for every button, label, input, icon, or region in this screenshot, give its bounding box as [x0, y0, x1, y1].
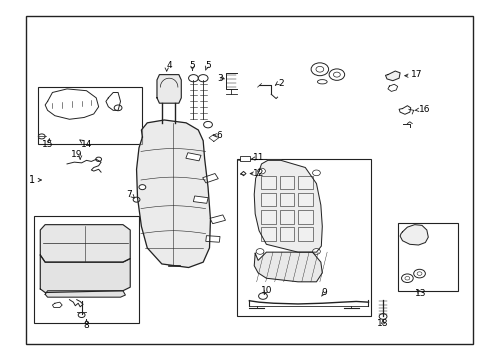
Text: 13: 13 — [414, 289, 426, 298]
Bar — [261, 227, 275, 241]
Polygon shape — [399, 225, 427, 245]
Bar — [297, 210, 312, 224]
Bar — [279, 193, 293, 206]
Text: 11: 11 — [253, 153, 264, 162]
Text: 17: 17 — [410, 70, 422, 79]
Polygon shape — [136, 120, 210, 267]
FancyBboxPatch shape — [193, 196, 208, 203]
Polygon shape — [385, 71, 399, 81]
Circle shape — [378, 314, 386, 319]
Bar — [38, 87, 142, 144]
Bar — [239, 157, 250, 161]
Text: 19: 19 — [71, 150, 82, 159]
FancyBboxPatch shape — [202, 174, 218, 183]
Circle shape — [257, 168, 265, 174]
Text: 10: 10 — [260, 286, 272, 295]
Bar — [297, 193, 312, 206]
Text: 1: 1 — [28, 175, 35, 185]
Bar — [279, 227, 293, 241]
Circle shape — [258, 293, 267, 299]
Bar — [279, 176, 293, 189]
FancyBboxPatch shape — [185, 153, 201, 161]
Text: 6: 6 — [216, 131, 222, 140]
Text: 16: 16 — [418, 105, 429, 114]
Polygon shape — [254, 252, 322, 282]
Text: 2: 2 — [278, 79, 283, 88]
Circle shape — [133, 197, 140, 202]
Text: 15: 15 — [42, 140, 53, 149]
Polygon shape — [40, 225, 130, 262]
Polygon shape — [254, 160, 322, 252]
Text: 5: 5 — [189, 61, 195, 70]
Text: 4: 4 — [166, 61, 172, 70]
Polygon shape — [157, 75, 181, 103]
Text: 12: 12 — [253, 169, 264, 178]
Circle shape — [416, 272, 421, 275]
Bar — [397, 223, 458, 291]
Circle shape — [114, 105, 122, 111]
Circle shape — [333, 72, 340, 77]
Circle shape — [139, 185, 145, 190]
Text: 7: 7 — [126, 190, 132, 199]
Bar — [297, 176, 312, 189]
Circle shape — [312, 249, 320, 254]
Bar — [34, 216, 139, 323]
Circle shape — [96, 157, 102, 161]
Text: 8: 8 — [83, 321, 89, 330]
Circle shape — [38, 134, 45, 139]
Text: 3: 3 — [216, 74, 222, 83]
Polygon shape — [40, 255, 130, 293]
Circle shape — [78, 312, 85, 318]
Bar — [261, 176, 275, 189]
Ellipse shape — [317, 80, 326, 84]
Polygon shape — [45, 291, 125, 297]
Circle shape — [310, 63, 328, 76]
Circle shape — [315, 66, 323, 72]
Text: 5: 5 — [205, 61, 210, 70]
Bar — [261, 210, 275, 224]
Text: 18: 18 — [377, 319, 388, 328]
Bar — [237, 158, 370, 316]
Bar — [297, 227, 312, 241]
Circle shape — [413, 269, 425, 278]
Circle shape — [401, 274, 412, 283]
FancyBboxPatch shape — [210, 215, 225, 224]
Circle shape — [404, 276, 409, 280]
Bar — [261, 193, 275, 206]
Bar — [279, 210, 293, 224]
Circle shape — [198, 75, 207, 82]
FancyBboxPatch shape — [205, 236, 220, 242]
Circle shape — [256, 249, 264, 254]
Text: 9: 9 — [321, 288, 327, 297]
Circle shape — [312, 170, 320, 176]
Circle shape — [188, 75, 198, 82]
Circle shape — [328, 69, 344, 80]
Text: 14: 14 — [81, 140, 92, 149]
Circle shape — [203, 121, 212, 128]
